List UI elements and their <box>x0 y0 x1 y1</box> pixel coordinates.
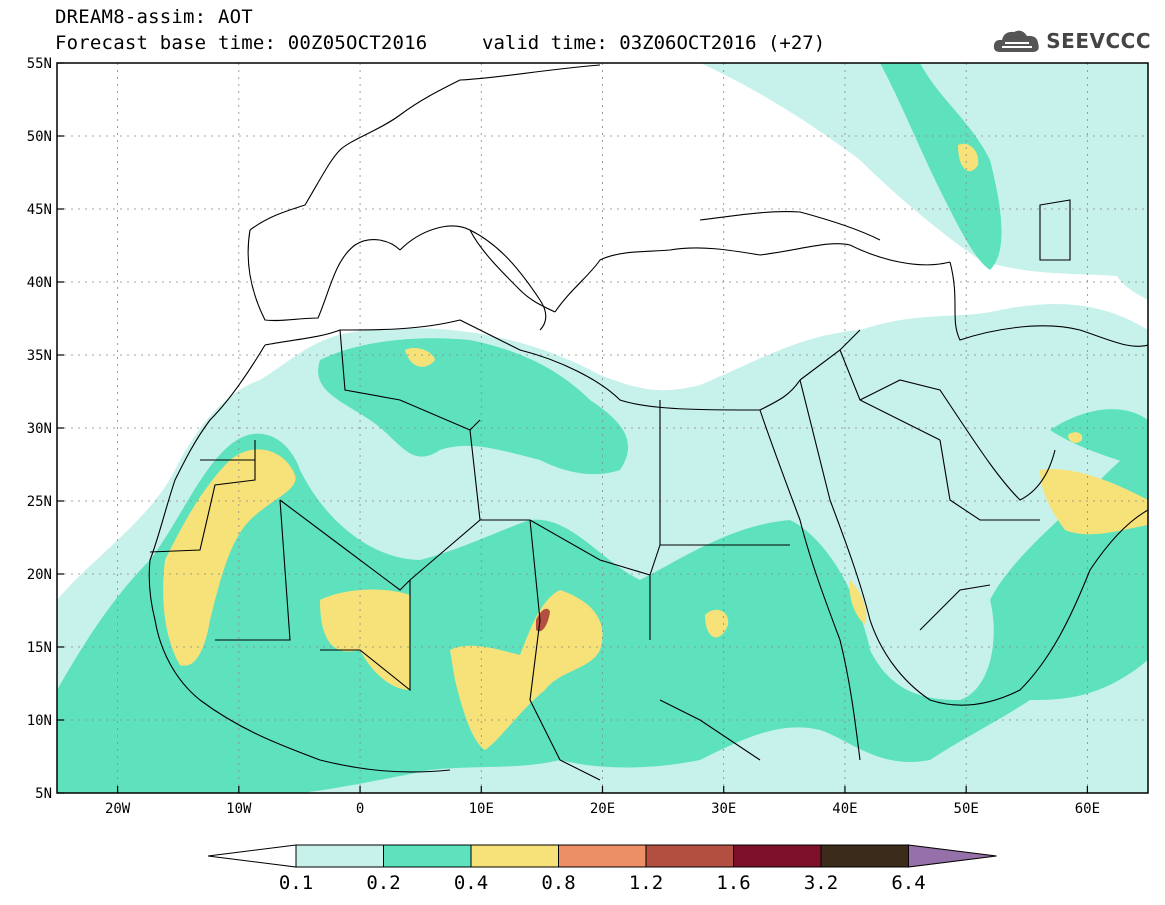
lat-tick-label: 45N <box>27 202 52 218</box>
lat-tick-label: 10N <box>27 713 52 729</box>
colorbar-under-triangle <box>207 844 297 868</box>
colorbar-label: 1.2 <box>629 872 663 894</box>
lat-tick-label: 5N <box>35 786 52 802</box>
lat-tick-label: 25N <box>27 494 52 510</box>
colorbar-swatch <box>558 844 647 868</box>
aot-fields <box>57 63 1148 793</box>
aot-colorbar <box>207 844 997 868</box>
lon-tick-label: 20E <box>590 801 615 817</box>
lon-tick-label: 20W <box>105 801 131 817</box>
map-title: DREAM8-assim: AOT <box>55 6 253 28</box>
colorbar-swatch <box>820 844 909 868</box>
colorbar-swatch <box>383 844 472 868</box>
lon-tick-label: 10E <box>469 801 494 817</box>
lat-tick-label: 40N <box>27 275 52 291</box>
colorbar-labels: 0.1 0.2 0.4 0.8 1.2 1.6 3.2 6.4 <box>279 872 926 894</box>
colorbar-label: 0.1 <box>279 872 313 894</box>
colorbar-swatch <box>470 844 559 868</box>
colorbar-label: 3.2 <box>804 872 838 894</box>
colorbar-swatch <box>733 844 822 868</box>
forecast-base-time: Forecast base time: 00Z05OCT2016 <box>55 32 428 54</box>
lat-tick-label: 30N <box>27 421 52 437</box>
colorbar-over-triangle <box>908 844 997 868</box>
lat-tick-label: 15N <box>27 640 52 656</box>
longitude-labels: 20W 10W 0 10E 20E 30E 40E 50E 60E <box>105 786 1100 817</box>
colorbar-swatch <box>645 844 734 868</box>
cloud-icon <box>994 30 1039 52</box>
lat-tick-label: 55N <box>27 56 52 72</box>
lon-tick-label: 50E <box>954 801 979 817</box>
lon-tick-label: 40E <box>832 801 857 817</box>
colorbar-label: 0.2 <box>366 872 400 894</box>
lat-tick-label: 20N <box>27 567 52 583</box>
colorbar-label: 1.6 <box>716 872 750 894</box>
lon-tick-label: 10W <box>226 801 252 817</box>
logo-text: SEEVCCC <box>1046 29 1151 53</box>
aot-band-0.2 <box>57 63 1148 793</box>
colorbar-swatch <box>295 844 384 868</box>
lon-tick-label: 60E <box>1075 801 1100 817</box>
lon-tick-label: 30E <box>711 801 736 817</box>
colorbar-label: 6.4 <box>891 872 925 894</box>
lon-tick-label: 0 <box>356 801 364 817</box>
coastlines-and-borders <box>148 64 1148 781</box>
map-gridlines <box>57 63 1148 793</box>
lat-tick-label: 50N <box>27 129 52 145</box>
colorbar-label: 0.8 <box>541 872 575 894</box>
aot-band-0.4 <box>163 143 1148 750</box>
valid-time: valid time: 03Z06OCT2016 (+27) <box>482 32 826 54</box>
lat-tick-label: 35N <box>27 348 52 364</box>
colorbar-label: 0.4 <box>454 872 488 894</box>
logo: SEEVCCC <box>992 26 1151 56</box>
latitude-labels: 55N 50N 45N 40N 35N 30N 25N 20N 15N 10N 5N <box>27 56 64 802</box>
